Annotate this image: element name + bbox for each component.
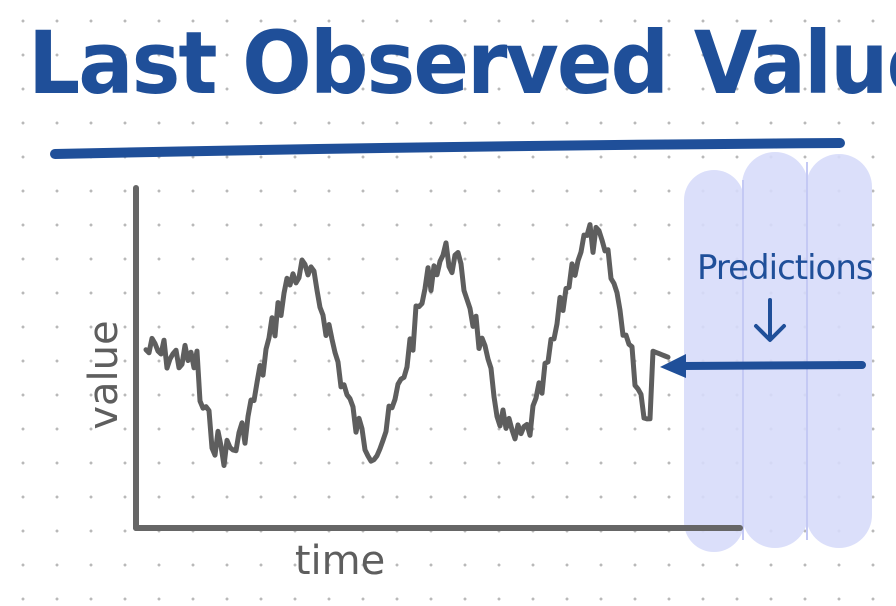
prediction-arrowhead bbox=[660, 354, 686, 378]
prediction-band-2 bbox=[742, 152, 808, 548]
prediction-line bbox=[678, 361, 866, 370]
prediction-band-divider bbox=[742, 162, 808, 540]
y-axis-label: value bbox=[81, 320, 127, 430]
x-axis-label: time bbox=[294, 538, 386, 584]
prediction-band-1 bbox=[684, 170, 744, 552]
prediction-band-3 bbox=[806, 154, 872, 548]
title-underline bbox=[50, 138, 845, 159]
predictions-label: Predictions bbox=[697, 248, 874, 288]
observed-series-line bbox=[143, 222, 671, 468]
page-title: Last Observed Value bbox=[28, 14, 896, 114]
down-arrow-icon bbox=[754, 298, 786, 342]
